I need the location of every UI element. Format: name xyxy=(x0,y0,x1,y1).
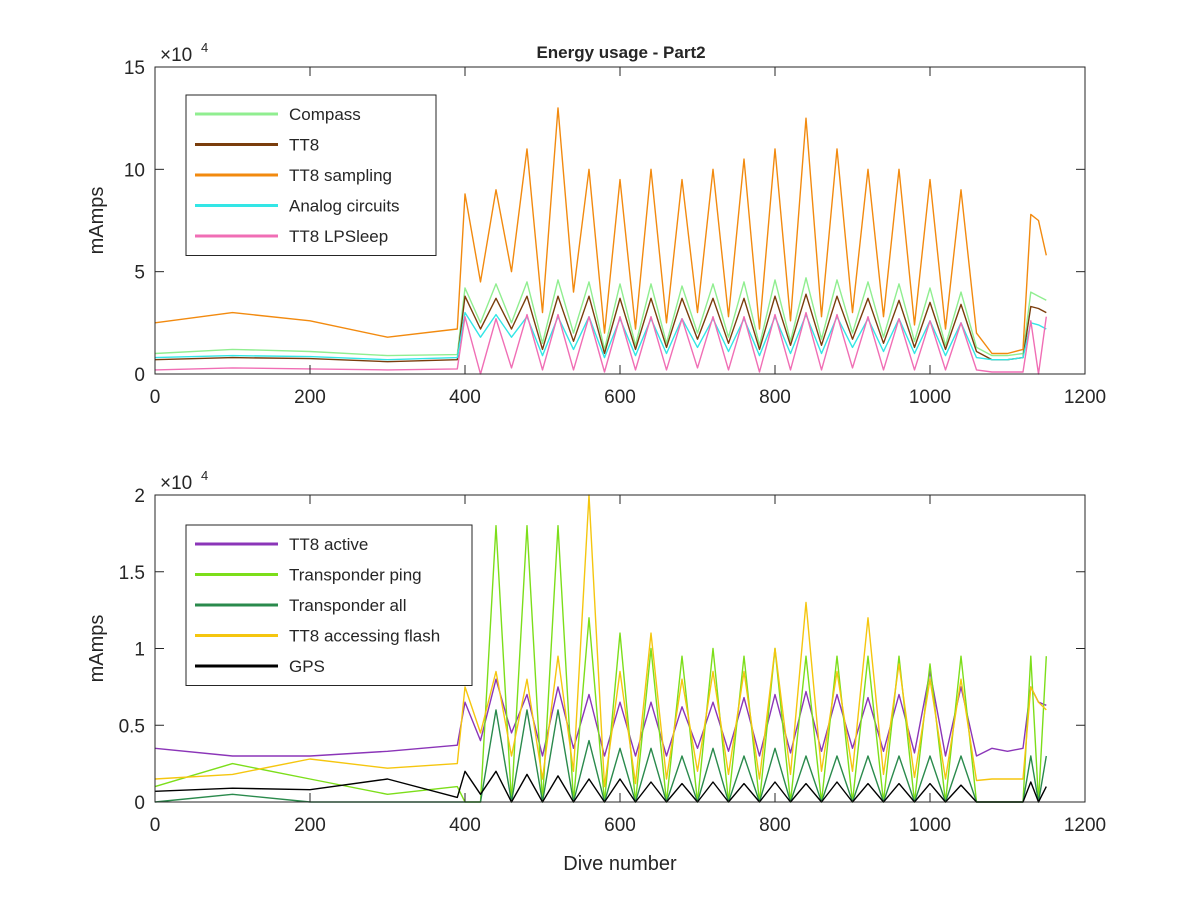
x-tick-label: 0 xyxy=(150,387,161,408)
y-exponent-power: 4 xyxy=(201,468,208,483)
y-tick-label: 0 xyxy=(134,793,145,814)
y-tick-label: 10 xyxy=(124,160,145,181)
series-line-compass xyxy=(154,277,1047,357)
top-chart-energy: 0 200 400 600 800 1000 1200 0 5 10 15 ×10 4 mAmps Comp… xyxy=(86,40,1106,408)
series-line-analog-circuits xyxy=(154,311,1047,361)
x-tick-label: 1200 xyxy=(1064,387,1106,408)
y-axis-label: mAmps xyxy=(86,615,108,683)
x-tick-label: 200 xyxy=(294,387,326,408)
legend-entry: GPS xyxy=(289,657,325,676)
legend-entry: TT8 xyxy=(289,136,319,155)
legend-entry: TT8 accessing flash xyxy=(289,627,440,646)
series-line-tt8-sampling xyxy=(154,107,1047,355)
y-tick-label: 1 xyxy=(134,640,145,661)
y-tick-label: 1.5 xyxy=(119,563,145,584)
y-axis-label: mAmps xyxy=(86,187,108,255)
legend-entry: Transponder all xyxy=(289,596,407,615)
legend-entry: TT8 active xyxy=(289,535,368,554)
y-exponent-label: ×10 xyxy=(160,45,192,66)
x-tick-label: 0 xyxy=(150,815,161,836)
x-tick-label: 1000 xyxy=(909,815,951,836)
x-tick-label: 400 xyxy=(449,387,481,408)
figure-title: Energy usage - Part2 xyxy=(536,43,705,62)
series-line-tt8-lpsleep xyxy=(154,311,1047,375)
y-exponent-power: 4 xyxy=(201,40,208,55)
y-exponent-label: ×10 xyxy=(160,473,192,494)
y-tick-label: 2 xyxy=(134,486,145,507)
x-tick-label: 600 xyxy=(604,815,636,836)
x-axis-label: Dive number xyxy=(563,853,677,875)
y-tick-label: 15 xyxy=(124,58,145,79)
bottom-chart-energy: 0 200 400 600 800 1000 1200 0 0.5 1 1.5 2 ×10 4 mAmps D… xyxy=(86,468,1106,875)
x-tick-label: 1000 xyxy=(909,387,951,408)
y-tick-label: 0 xyxy=(134,365,145,386)
y-tick-label: 0.5 xyxy=(119,716,145,737)
x-tick-label: 800 xyxy=(759,815,791,836)
x-tick-label: 400 xyxy=(449,815,481,836)
x-tick-label: 800 xyxy=(759,387,791,408)
legend-entry: TT8 sampling xyxy=(289,166,392,185)
legend-entry: Transponder ping xyxy=(289,566,422,585)
series-line-tt8 xyxy=(154,293,1047,363)
x-tick-label: 1200 xyxy=(1064,815,1106,836)
series-line-tt8-accessing-flash xyxy=(154,494,1047,788)
legend-entry: Analog circuits xyxy=(289,197,400,216)
y-tick-label: 5 xyxy=(134,263,145,284)
legend-entry: TT8 LPSleep xyxy=(289,227,388,246)
x-tick-label: 600 xyxy=(604,387,636,408)
x-tick-label: 200 xyxy=(294,815,326,836)
legend-entry: Compass xyxy=(289,105,361,124)
